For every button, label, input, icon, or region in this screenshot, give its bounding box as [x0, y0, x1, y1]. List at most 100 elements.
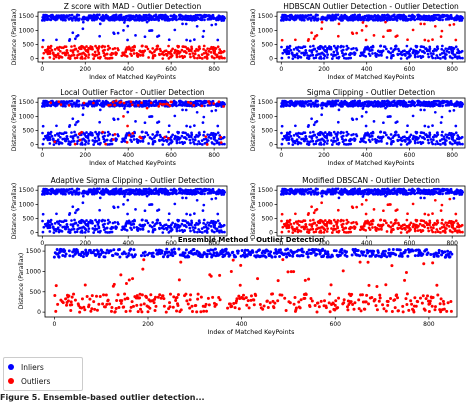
inlier-point	[429, 138, 433, 141]
inlier-point	[368, 54, 372, 57]
outlier-point	[53, 48, 57, 51]
inlier-point	[167, 130, 170, 134]
outlier-point	[288, 218, 292, 222]
outlier-point	[194, 49, 197, 53]
x-tick-label: 0	[40, 66, 44, 73]
outlier-point	[281, 225, 285, 229]
inlier-point	[331, 99, 334, 103]
inlier-point	[355, 134, 359, 138]
inlier-point	[325, 18, 328, 22]
inlier-point	[210, 197, 214, 201]
outlier-point	[309, 228, 313, 231]
outlier-point	[215, 55, 219, 59]
inlier-point	[207, 224, 211, 227]
inlier-point	[313, 47, 317, 51]
inlier-point	[165, 140, 169, 143]
outlier-point	[294, 38, 297, 42]
inlier-point	[439, 143, 442, 146]
inlier-point	[167, 212, 171, 216]
chart-title: Adaptive Sigma Clipping - Outlier Detect…	[51, 176, 215, 185]
outlier-point	[318, 221, 322, 225]
inlier-point	[351, 118, 355, 122]
inlier-point	[431, 56, 435, 60]
inlier-point	[432, 138, 435, 142]
inlier-point	[202, 29, 206, 33]
outlier-point	[313, 221, 317, 225]
inlier-point	[93, 136, 97, 140]
inlier-point	[53, 222, 57, 225]
inlier-point	[91, 221, 94, 225]
inlier-point	[422, 131, 426, 135]
inlier-point	[97, 138, 101, 142]
inlier-point	[429, 52, 433, 55]
inlier-point	[452, 133, 456, 136]
outlier-point	[222, 105, 225, 108]
inlier-point	[170, 140, 174, 143]
outlier-point	[91, 47, 94, 51]
inlier-point	[448, 109, 452, 113]
inlier-point	[349, 142, 353, 146]
inlier-point	[52, 143, 56, 146]
inlier-point	[216, 219, 220, 223]
inlier-point	[434, 142, 437, 146]
inlier-point	[122, 203, 125, 206]
inlier-point	[130, 228, 133, 231]
outlier-point	[86, 50, 90, 54]
inlier-point	[440, 137, 444, 141]
outlier-point	[103, 45, 107, 49]
inlier-point	[291, 57, 295, 60]
outlier-point	[126, 124, 129, 128]
inlier-point	[92, 187, 96, 191]
outlier-point	[122, 115, 125, 118]
inlier-point	[173, 136, 177, 140]
outlier-point	[193, 56, 196, 60]
inlier-point	[445, 50, 449, 53]
inlier-point	[146, 221, 150, 225]
outlier-point	[76, 50, 80, 53]
inlier-point	[296, 134, 299, 137]
inlier-point	[145, 20, 149, 24]
inlier-point	[438, 53, 442, 56]
inlier-point	[185, 124, 188, 128]
inlier-point	[289, 134, 293, 138]
inlier-point	[440, 133, 444, 137]
inlier-point	[344, 138, 348, 142]
inlier-point	[336, 131, 340, 134]
outlier-point	[112, 138, 115, 141]
inlier-point	[71, 205, 75, 209]
inlier-point	[185, 137, 188, 141]
inlier-point	[171, 221, 175, 225]
inlier-point	[87, 139, 91, 143]
y-tick-label: 1000	[258, 27, 273, 34]
inlier-point	[214, 23, 218, 26]
outlier-point	[355, 31, 359, 35]
outlier-point	[103, 48, 106, 52]
outlier-point	[173, 50, 177, 54]
outlier-point	[337, 22, 341, 26]
x-tick-label: 600	[165, 66, 177, 73]
outlier-point	[329, 221, 333, 225]
outlier-point	[287, 226, 291, 229]
inlier-point	[55, 124, 58, 128]
inlier-point	[453, 55, 457, 59]
inlier-point	[157, 34, 161, 38]
inlier-point	[71, 31, 75, 35]
inlier-point	[280, 131, 283, 135]
inlier-point	[86, 104, 90, 108]
inlier-point	[320, 113, 323, 117]
inlier-point	[423, 124, 427, 128]
inlier-point	[423, 51, 426, 55]
outlier-point	[122, 101, 126, 105]
inlier-point	[397, 135, 401, 139]
inlier-point	[427, 55, 431, 59]
inlier-point	[389, 115, 392, 118]
inlier-point	[98, 108, 102, 112]
inlier-point	[106, 130, 110, 134]
inlier-point	[178, 229, 182, 232]
outlier-point	[92, 101, 95, 105]
outlier-point	[139, 136, 143, 140]
inlier-point	[432, 187, 436, 191]
outlier-point	[145, 106, 149, 110]
inlier-point	[405, 130, 409, 134]
inlier-point	[438, 18, 442, 22]
